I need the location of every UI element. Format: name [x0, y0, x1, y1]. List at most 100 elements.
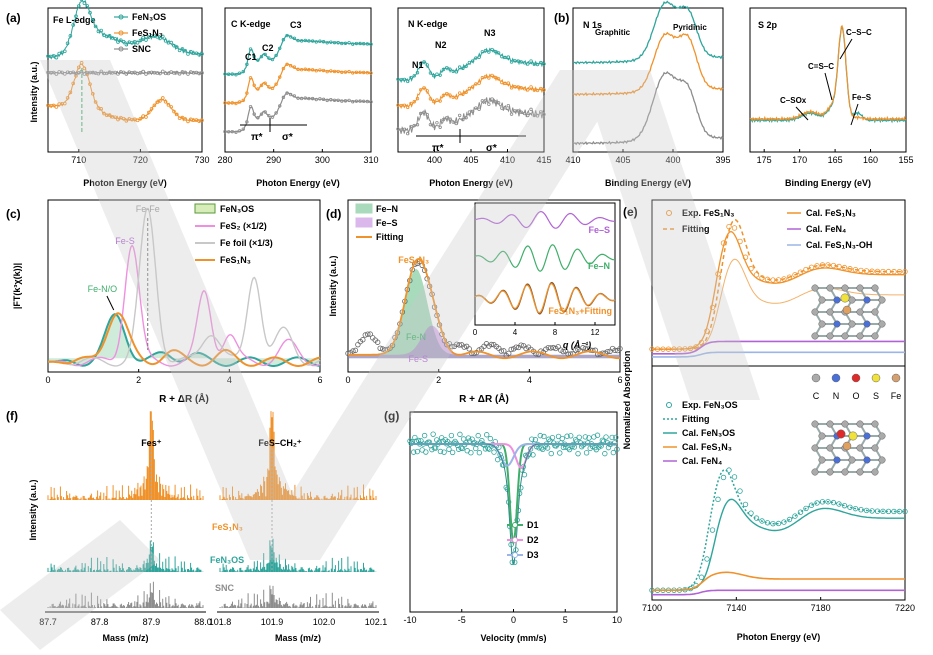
a2-marker-1	[354, 70, 359, 75]
a3-marker-2	[422, 110, 426, 115]
panel-label-d: (d)	[326, 207, 341, 221]
c-legend-swatch	[194, 203, 216, 214]
a1-marker-1	[183, 117, 188, 121]
a2-marker-2	[252, 112, 256, 116]
a2-marker-0	[267, 56, 271, 60]
c-xlabel: R + ΔR (Å)	[159, 392, 209, 405]
panel-label-g: (g)	[384, 409, 399, 423]
d-inset-fes	[474, 210, 615, 229]
a3-marker-2	[526, 113, 530, 118]
a3-marker-0	[539, 60, 543, 65]
a1-marker-0	[200, 52, 204, 56]
e-atom-label-4: Fe	[891, 391, 902, 401]
a1-xtick-label: 730	[194, 155, 209, 165]
d-data-marker	[572, 347, 579, 354]
g-xtick-label: 10	[612, 615, 622, 625]
a3-marker-0	[477, 55, 481, 59]
e-xtick-label: 7220	[895, 603, 915, 613]
f-label-fen3os: FeN₃OS	[210, 555, 244, 565]
d-data-marker	[365, 331, 371, 337]
a1-marker-0	[91, 18, 95, 22]
a2-marker-0	[325, 41, 329, 45]
e-legend-top-2: Cal. FeS₁N₃	[806, 208, 856, 218]
g-data-marker	[484, 432, 490, 438]
a1-marker-1	[51, 103, 56, 108]
a3-marker-1	[496, 77, 501, 81]
e-atom-key	[811, 373, 821, 383]
c-series-3	[48, 312, 321, 367]
d-ann-fen: Fe-N	[406, 332, 426, 342]
a2-marker-1	[281, 66, 286, 71]
a2-marker-1	[307, 68, 311, 72]
a3-marker-1	[444, 91, 449, 96]
d-data-marker	[360, 337, 366, 343]
a2-marker-0	[230, 72, 234, 76]
e-legend-top-4: Cal. FeS₁N₃-OH	[806, 240, 872, 250]
g-xtick-label: 0	[511, 615, 516, 625]
a1-marker-2	[200, 71, 204, 75]
d-xtick-label: 0	[345, 375, 350, 385]
f-left-xlabel: Mass (m/z)	[102, 633, 148, 643]
g-data-marker	[437, 448, 444, 455]
a3-marker-1	[513, 84, 517, 89]
a3-marker-1	[526, 88, 530, 92]
a3-marker-0	[532, 62, 536, 66]
d-inset-label-fen: Fe–N	[588, 261, 610, 271]
a1-legend-2: SNC	[132, 44, 152, 54]
a3-marker-1	[542, 88, 546, 92]
a1-marker-0	[77, 4, 81, 8]
d-xtick-label: 6	[617, 375, 622, 385]
a3-marker-1	[396, 103, 400, 107]
d-data-marker	[612, 347, 618, 354]
d-xlabel: R + ΔR (Å)	[459, 392, 509, 405]
f-left-peak-label: Fes⁺	[141, 438, 162, 448]
d-inset-fit	[474, 283, 616, 314]
d-data-marker	[352, 347, 359, 354]
a1-marker-0	[74, 14, 78, 18]
e-legend-top-3: Cal. FeN₄	[806, 224, 846, 234]
a3-marker-2	[542, 112, 546, 117]
a2-marker-1	[241, 98, 245, 103]
a3-series-2	[397, 97, 545, 135]
a1-legend-0: FeN₃OS	[132, 12, 166, 22]
a3-marker-2	[483, 98, 488, 103]
b1-xlabel: Binding Energy (eV)	[605, 178, 691, 188]
b2-ann-cssc: C=S–C	[808, 62, 834, 71]
b1-series-2	[572, 70, 724, 146]
panel-label-a: (a)	[6, 11, 21, 25]
a1-marker-1	[79, 61, 84, 65]
d-inset-xtick-label: 8	[553, 328, 558, 337]
g-data-marker	[460, 436, 467, 442]
a2-marker-1	[237, 100, 242, 104]
g-data-marker	[564, 433, 570, 439]
a1-marker-0	[194, 51, 199, 56]
e-bot-exp-marker	[737, 488, 743, 494]
a2-xtick-label: 280	[217, 155, 232, 165]
a1-marker-0	[186, 52, 190, 56]
a1-marker-1	[124, 119, 129, 123]
a3-marker-1	[503, 81, 507, 86]
a3-marker-2	[474, 106, 478, 110]
a1-marker-1	[200, 118, 204, 123]
g-data-marker	[441, 449, 447, 455]
a3-marker-1	[402, 103, 407, 108]
a2-marker-1	[303, 67, 307, 71]
a2-marker-0	[289, 35, 293, 39]
panel-label-c: (c)	[6, 207, 21, 221]
a3-marker-1	[441, 93, 446, 98]
e-top-oh-base	[652, 351, 905, 358]
a2-marker-0	[307, 39, 311, 43]
d-data-marker	[580, 345, 586, 351]
a1-marker-2	[63, 72, 67, 76]
e-legend-top-0: Exp. FeS₁N₃	[682, 208, 734, 218]
f-left-spectrum-0	[47, 411, 204, 500]
e-bot-exp-marker	[726, 467, 732, 473]
d-data-marker	[454, 341, 460, 347]
a2-marker-0	[281, 38, 286, 42]
a2-marker-1	[245, 91, 249, 95]
g-data-marker	[614, 446, 620, 452]
a2-marker-2	[332, 98, 337, 102]
g-data-marker	[448, 432, 455, 439]
a2-xtick-label: 290	[266, 155, 281, 165]
a1-marker-0	[93, 24, 98, 29]
